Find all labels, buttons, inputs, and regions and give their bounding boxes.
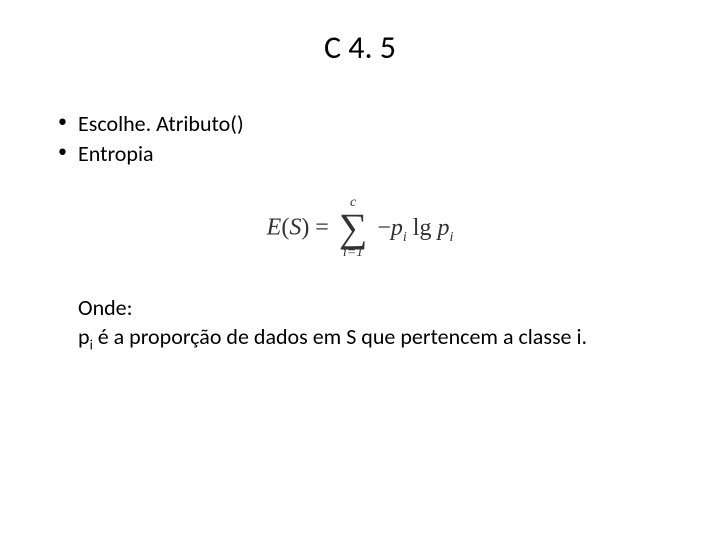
sigma-symbol: ∑ [339, 210, 368, 246]
formula-sub-i2: i [449, 230, 453, 245]
formula-p1: p [391, 215, 403, 241]
bullet-item: Escolhe. Atributo() [58, 109, 670, 139]
slide-title: C 4. 5 [50, 28, 670, 67]
bullet-item: Entropia [58, 139, 670, 169]
slide: C 4. 5 Escolhe. Atributo() Entropia E(S)… [0, 0, 720, 540]
explain-rest: é a proporção de dados em S que pertence… [93, 323, 587, 350]
formula-S: S [289, 215, 301, 241]
explanation-block: Onde: pi é a proporção de dados em S que… [78, 294, 630, 351]
formula-p2: p [437, 215, 449, 241]
explain-p: p [78, 323, 90, 350]
formula-lg: lg [407, 215, 438, 241]
bullet-list: Escolhe. Atributo() Entropia [58, 109, 670, 168]
explanation-text: pi é a proporção de dados em S que perte… [78, 323, 630, 352]
sum-lower: i=1 [339, 246, 368, 260]
formula-lhs: E(S) = [267, 215, 335, 241]
onde-label: Onde: [78, 294, 630, 323]
minus-sign: − [377, 215, 391, 241]
entropy-formula: E(S) = c ∑ i=1 −pi lg pi [267, 196, 454, 260]
formula-E: E [267, 215, 282, 241]
formula-rhs: −pi lg pi [377, 215, 453, 241]
summation: c ∑ i=1 [339, 196, 368, 260]
formula-container: E(S) = c ∑ i=1 −pi lg pi [50, 196, 670, 260]
